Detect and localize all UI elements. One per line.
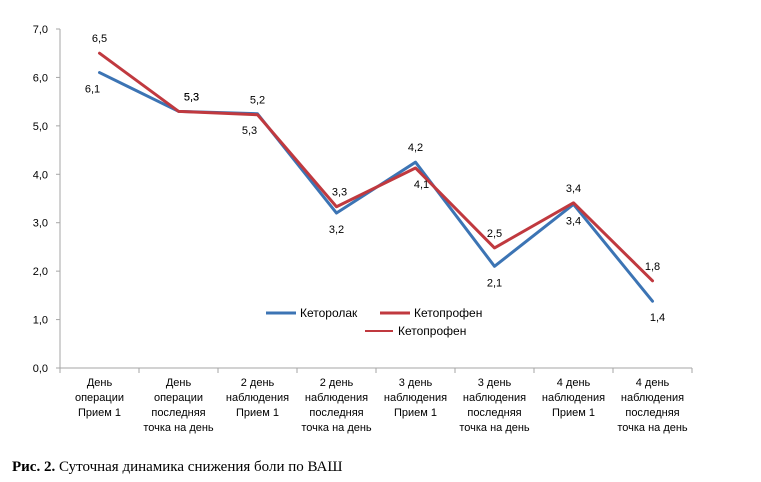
- legend-label: Кетопрофен: [398, 324, 466, 338]
- data-label: 5,3: [242, 125, 257, 137]
- y-tick-label: 1,0: [33, 315, 48, 327]
- data-label: 4,1: [414, 179, 429, 191]
- x-tick-label: 3 день наблюдения Прием 1: [384, 377, 447, 419]
- data-label: 1,4: [650, 312, 665, 324]
- x-tick-label: 2 день наблюдения Прием 1: [226, 377, 289, 419]
- chart-legend: Кеторолак Кетопрофен Кетопрофен: [266, 306, 482, 338]
- data-label: 6,1: [85, 84, 100, 96]
- y-tick-label: 0,0: [33, 363, 48, 375]
- data-label: 5,3: [184, 91, 199, 103]
- data-label: 1,8: [645, 261, 660, 273]
- y-tick-label: 5,0: [33, 121, 48, 133]
- y-tick-label: 7,0: [33, 24, 48, 36]
- y-axis-ticks: 0,0 1,0 2,0 3,0 4,0 5,0 6,0 7,0: [33, 24, 60, 375]
- legend-label: Кеторолак: [300, 306, 358, 320]
- data-label: 3,4: [566, 183, 581, 195]
- y-tick-label: 3,0: [33, 218, 48, 230]
- y-tick-label: 2,0: [33, 266, 48, 278]
- x-tick-label: День операции Прием 1: [75, 377, 124, 419]
- legend-label: Кетопрофен: [414, 306, 482, 320]
- data-label: 3,2: [329, 224, 344, 236]
- caption-label: Рис. 2.: [12, 459, 56, 475]
- x-tick-label: 4 день наблюдения Прием 1: [542, 377, 605, 419]
- x-tick-label: 2 день наблюдения последняя точка на день: [301, 377, 372, 434]
- data-label: 3,4: [566, 215, 581, 227]
- y-tick-label: 4,0: [33, 169, 48, 181]
- x-tick-label: 3 день наблюдения последняя точка на день: [459, 377, 530, 434]
- figure-caption: Рис. 2. Суточная динамика снижения боли …: [12, 459, 343, 476]
- data-labels: 6,15,35,33,24,22,13,41,46,55,3 5,23,34,12…: [85, 33, 665, 324]
- caption-text: Суточная динамика снижения боли по ВАШ: [58, 459, 343, 475]
- data-label: 4,2: [408, 142, 423, 154]
- data-label: 6,5: [92, 33, 107, 45]
- series-line-ketoprofen: [98, 51, 654, 283]
- x-tick-label: День операции последняя точка на день: [143, 377, 214, 434]
- data-label: 5,2: [250, 95, 265, 107]
- x-axis-ticks: День операции Прием 1 День операции последняя…: [75, 377, 688, 434]
- data-label: 3,3: [332, 187, 347, 199]
- x-tick-label: 4 день наблюдения последняя точка на день: [617, 377, 688, 434]
- y-tick-label: 6,0: [33, 72, 48, 84]
- data-label: 2,5: [487, 228, 502, 240]
- line-chart: 0,0 1,0 2,0 3,0 4,0 5,0 6,0 7,0 День операции При…: [33, 24, 693, 434]
- series-lines: [98, 51, 654, 303]
- data-label: 2,1: [487, 277, 502, 289]
- data-label: 5,3: [184, 91, 199, 103]
- chart-axes: [59, 29, 693, 373]
